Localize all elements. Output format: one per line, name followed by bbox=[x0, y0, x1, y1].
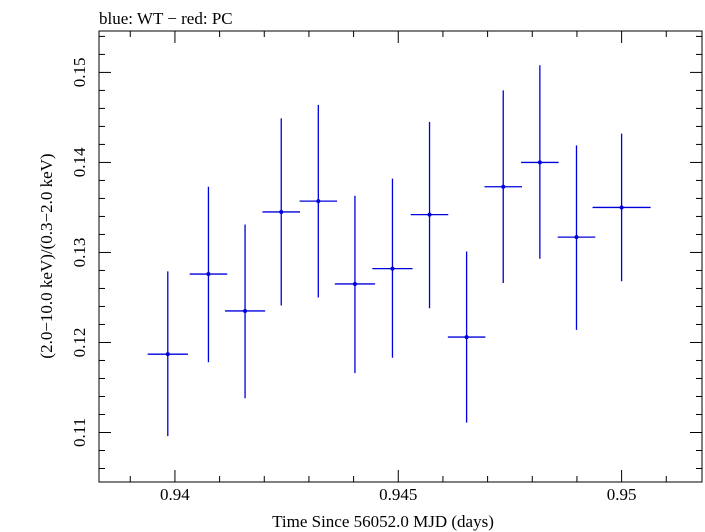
y-tick-label: 0.14 bbox=[70, 147, 89, 177]
y-tick-label: 0.13 bbox=[70, 238, 89, 268]
point-marker bbox=[390, 266, 395, 271]
plot-frame bbox=[98, 30, 703, 483]
data-point bbox=[189, 186, 228, 363]
point-marker bbox=[501, 184, 506, 189]
x-tick-label: 0.95 bbox=[607, 485, 637, 504]
y-axis-label: (2.0−10.0 keV)/(0.3−2.0 keV) bbox=[37, 153, 56, 358]
point-marker bbox=[316, 199, 321, 204]
data-point bbox=[262, 118, 300, 306]
data-points bbox=[147, 65, 651, 437]
point-marker bbox=[574, 235, 579, 240]
data-point bbox=[410, 121, 449, 309]
y-tick-label: 0.15 bbox=[70, 58, 89, 88]
point-marker bbox=[279, 209, 284, 214]
point-marker bbox=[427, 212, 432, 217]
x-tick-label: 0.94 bbox=[160, 485, 190, 504]
y-tick-label: 0.12 bbox=[70, 328, 89, 358]
point-marker bbox=[243, 308, 248, 313]
data-point bbox=[447, 251, 486, 423]
x-tick-label: 0.945 bbox=[379, 485, 417, 504]
y-tick-label: 0.11 bbox=[70, 418, 89, 447]
data-point bbox=[334, 195, 376, 374]
data-point bbox=[521, 65, 559, 259]
point-marker bbox=[352, 281, 357, 286]
data-point bbox=[299, 104, 338, 298]
point-marker bbox=[165, 352, 170, 357]
axis-ticks bbox=[99, 31, 702, 482]
data-point bbox=[592, 133, 651, 282]
point-marker bbox=[537, 160, 542, 165]
data-point bbox=[224, 224, 266, 399]
data-point bbox=[484, 90, 522, 284]
data-point bbox=[372, 178, 413, 358]
point-marker bbox=[464, 335, 469, 340]
data-point bbox=[557, 145, 596, 330]
point-marker bbox=[206, 272, 211, 277]
tick-labels: 0.94 0.945 0.95 0.11 0.12 0.13 0.14 0.15 bbox=[70, 58, 636, 504]
x-axis-label: Time Since 56052.0 MJD (days) bbox=[272, 512, 494, 531]
data-point bbox=[147, 271, 188, 437]
chart-title: blue: WT − red: PC bbox=[99, 9, 233, 28]
point-marker bbox=[619, 205, 624, 210]
